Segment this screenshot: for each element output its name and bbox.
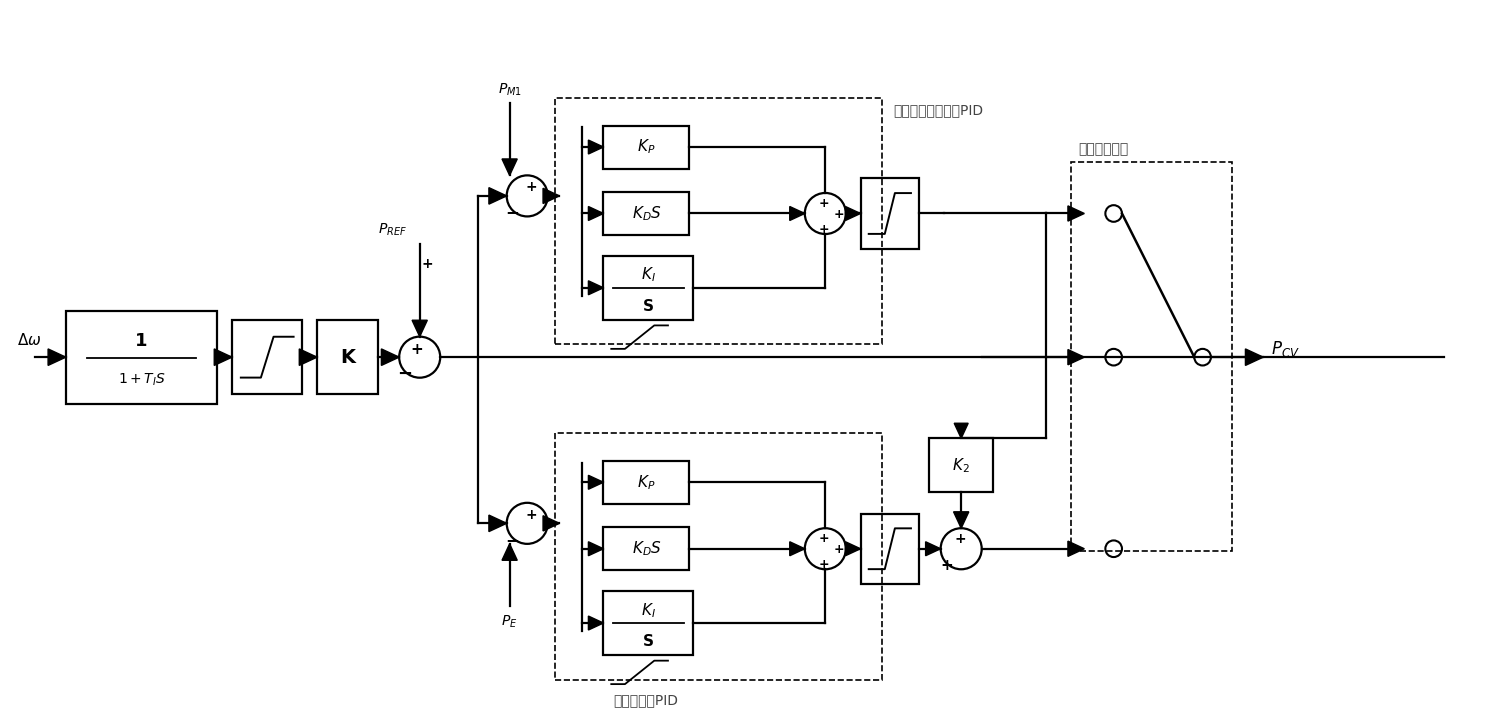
Text: S: S <box>643 299 654 314</box>
Polygon shape <box>489 188 506 204</box>
Text: $K_DS$: $K_DS$ <box>631 204 661 223</box>
Polygon shape <box>489 515 506 532</box>
Text: +: + <box>422 257 434 272</box>
Bar <box>554 98 883 345</box>
Text: −: − <box>398 365 413 383</box>
Polygon shape <box>300 349 318 365</box>
Polygon shape <box>544 189 559 203</box>
Text: +: + <box>526 508 538 522</box>
Text: 调节级压力控制器PID: 调节级压力控制器PID <box>893 103 983 117</box>
Bar <box>860 513 919 584</box>
Text: +: + <box>819 223 830 235</box>
Text: +: + <box>526 180 538 194</box>
Text: $K_P$: $K_P$ <box>637 473 655 491</box>
Text: +: + <box>834 543 845 557</box>
Bar <box>604 256 693 320</box>
Polygon shape <box>1068 350 1084 365</box>
Polygon shape <box>1245 349 1264 365</box>
Polygon shape <box>845 206 860 220</box>
Text: S: S <box>643 634 654 649</box>
Text: +: + <box>819 532 830 545</box>
Text: $K_I$: $K_I$ <box>642 601 655 620</box>
Text: $K_DS$: $K_DS$ <box>631 540 661 558</box>
Text: −: − <box>506 531 520 549</box>
Bar <box>604 591 693 655</box>
Polygon shape <box>1068 206 1084 221</box>
Text: $K_I$: $K_I$ <box>642 266 655 284</box>
Text: 控制方式选择: 控制方式选择 <box>1078 142 1128 156</box>
Bar <box>604 125 690 169</box>
Text: $K_P$: $K_P$ <box>637 138 655 157</box>
Text: $P_{M1}$: $P_{M1}$ <box>497 82 521 98</box>
Text: +: + <box>819 197 830 210</box>
Text: $\Delta\omega$: $\Delta\omega$ <box>18 333 42 348</box>
Bar <box>604 461 690 504</box>
Polygon shape <box>413 320 428 337</box>
Polygon shape <box>589 206 604 220</box>
Polygon shape <box>48 349 66 365</box>
Polygon shape <box>589 475 604 489</box>
Bar <box>318 320 378 394</box>
Text: +: + <box>819 558 830 571</box>
Polygon shape <box>589 542 604 556</box>
Bar <box>66 311 217 404</box>
Text: 负荷控制器PID: 负荷控制器PID <box>613 693 679 708</box>
Polygon shape <box>589 616 604 630</box>
Bar <box>604 192 690 235</box>
Bar <box>1071 162 1232 551</box>
Text: $1 + T_IS$: $1 + T_IS$ <box>117 372 166 388</box>
Polygon shape <box>501 544 517 560</box>
Text: +: + <box>411 342 423 357</box>
Bar <box>860 178 919 249</box>
Text: 1: 1 <box>136 332 148 350</box>
Polygon shape <box>926 542 941 556</box>
Bar <box>554 433 883 680</box>
Text: $P_E$: $P_E$ <box>501 613 518 630</box>
Bar <box>604 527 690 570</box>
Polygon shape <box>845 542 860 556</box>
Text: $P_{REF}$: $P_{REF}$ <box>378 221 407 238</box>
Polygon shape <box>544 515 559 531</box>
Text: +: + <box>834 208 845 221</box>
Text: $K_2$: $K_2$ <box>952 456 970 474</box>
Text: −: − <box>506 203 520 221</box>
Bar <box>929 438 992 492</box>
Polygon shape <box>214 349 232 365</box>
Text: K: K <box>340 347 355 367</box>
Text: $P_{CV}$: $P_{CV}$ <box>1271 340 1300 359</box>
Bar <box>232 320 303 394</box>
Polygon shape <box>955 423 968 438</box>
Polygon shape <box>501 159 517 175</box>
Polygon shape <box>953 512 968 528</box>
Text: +: + <box>955 532 965 546</box>
Polygon shape <box>381 349 399 365</box>
Polygon shape <box>589 281 604 295</box>
Polygon shape <box>789 206 804 220</box>
Polygon shape <box>1068 541 1084 557</box>
Text: +: + <box>940 558 953 573</box>
Polygon shape <box>589 140 604 154</box>
Polygon shape <box>789 542 804 556</box>
